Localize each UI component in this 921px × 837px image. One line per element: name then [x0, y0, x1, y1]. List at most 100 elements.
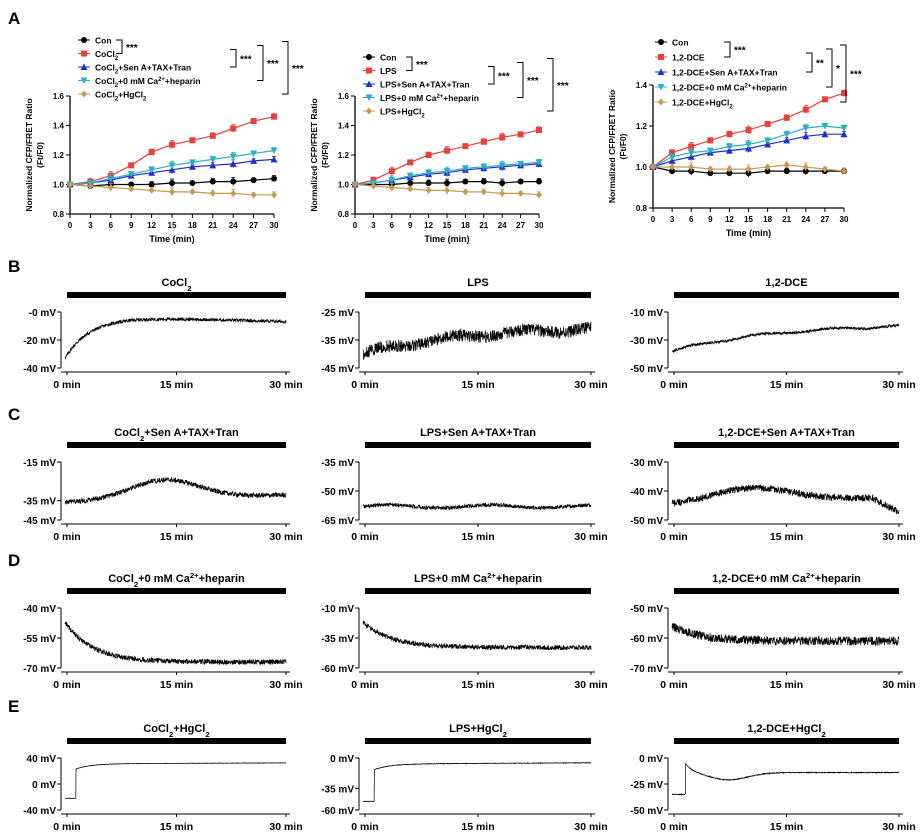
y-tick-label: 0 mV	[330, 754, 354, 765]
data-point	[209, 178, 216, 185]
x-tick-label: 0 min	[351, 679, 378, 691]
significance-bracket	[406, 56, 413, 71]
x-axis-label: Time (min)	[424, 234, 469, 244]
x-tick-label: 21	[479, 221, 488, 230]
y-tick-label: -50 mV	[630, 604, 663, 615]
data-point	[425, 169, 433, 177]
y-tick-label: 1.0	[338, 181, 350, 190]
recording-bar	[365, 588, 591, 594]
membrane-potential-trace	[64, 316, 287, 360]
recording-bar	[67, 588, 286, 594]
legend-label: CoCl2	[95, 49, 119, 62]
data-point	[406, 172, 414, 180]
data-point	[229, 153, 237, 160]
significance-label: ***	[292, 64, 304, 75]
y-tick-label: -60 mV	[321, 806, 354, 817]
data-point	[498, 162, 506, 169]
legend-label-part-3: 2+	[158, 77, 165, 83]
y-tick-label: 1.4	[636, 81, 648, 90]
data-point	[802, 106, 809, 113]
y-tick-label: -35 mV	[23, 497, 56, 508]
x-tick-label: 30	[840, 215, 849, 224]
data-point	[407, 159, 414, 166]
significance-label: ***	[498, 71, 510, 82]
legend-label: 1,2-DCE+0 mM Ca2++heparin	[672, 83, 787, 93]
x-tick-label: 9	[129, 221, 134, 230]
data-point	[726, 165, 733, 173]
trace-plot-c-1: CoCl2+Sen A+TAX+Tran -15 mV -35 mV -45 mV 0 …	[23, 427, 302, 543]
legend-label-part-2: +0 mM Ca	[118, 76, 158, 86]
data-point	[188, 163, 196, 170]
x-tick-label: 30 min	[574, 679, 607, 691]
trace-title-part-0: CoCl	[108, 573, 134, 585]
data-point	[480, 138, 487, 145]
trace-title: CoCl2+Sen A+TAX+Tran	[114, 427, 239, 443]
data-point	[250, 191, 257, 199]
data-point	[270, 155, 278, 163]
data-point	[388, 177, 396, 184]
series-3	[351, 158, 543, 188]
x-tick-label: 0	[353, 221, 358, 230]
data-point	[725, 143, 733, 150]
x-tick-label: 0 min	[660, 679, 687, 691]
x-tick-label: 21	[782, 215, 791, 224]
y-tick-label: -35 mV	[321, 634, 354, 645]
trace-title-part-1: 2	[822, 730, 826, 739]
y-axis-label-2: (Ft/F0)	[320, 142, 330, 168]
legend-label: LPS+Sen A+TAX+Tran	[380, 80, 470, 90]
y-tick-label: -50 mV	[321, 487, 354, 498]
panel-label-d: D	[8, 551, 20, 570]
data-point	[168, 166, 176, 173]
data-point	[499, 134, 506, 141]
y-tick-label: -70 mV	[23, 664, 56, 675]
series-4	[352, 181, 542, 199]
legend-marker	[80, 77, 88, 84]
data-point	[127, 171, 135, 178]
x-tick-label: 6	[109, 221, 114, 230]
data-point	[764, 168, 771, 175]
trace-title-part-1: 2	[187, 284, 191, 293]
data-point	[707, 137, 714, 144]
legend-label: 1,2-DCE	[672, 53, 705, 63]
data-point	[802, 168, 809, 175]
legend-marker	[366, 67, 372, 74]
legend-label-part-0: Con	[380, 53, 397, 63]
legend-label: CoCl2+0 mM Ca2++heparin	[95, 76, 201, 89]
data-point	[668, 157, 676, 164]
x-tick-label: 12	[424, 221, 433, 230]
legend-label-part-4: 2	[143, 97, 147, 103]
trace-title: CoCl2	[162, 277, 192, 293]
x-tick-label: 0	[651, 215, 656, 224]
trace-title-part-1: 2	[134, 580, 138, 589]
y-tick-label: -45 mV	[23, 516, 56, 527]
x-tick-label: 0 min	[660, 379, 687, 391]
x-tick-label: 30 min	[269, 379, 302, 391]
trace-title-part-0: CoCl	[162, 277, 188, 289]
data-point	[230, 189, 237, 197]
data-point	[250, 118, 257, 125]
membrane-potential-trace	[362, 620, 592, 651]
trace-title-part-0: LPS	[467, 277, 488, 289]
data-point	[480, 178, 487, 185]
y-axis-label-2: (Ft/F0)	[35, 142, 45, 168]
x-tick-label: 15 min	[160, 531, 193, 543]
legend-marker	[657, 68, 665, 75]
data-point	[250, 150, 258, 158]
legend-marker	[658, 54, 664, 60]
legend-label-part-0: LPS+Sen A+TAX+Tran	[380, 80, 470, 90]
x-tick-label: 30 min	[574, 379, 607, 391]
y-tick-label: -50 mV	[630, 806, 663, 817]
significance-bracket	[230, 49, 237, 68]
data-point	[480, 163, 488, 171]
legend-label-part-1: 2	[115, 70, 119, 76]
y-tick-label: -30 mV	[630, 458, 663, 469]
data-point	[764, 120, 771, 127]
y-tick-label: -45 mV	[321, 364, 354, 375]
x-tick-label: 27	[516, 221, 525, 230]
data-point	[250, 177, 257, 184]
data-point	[209, 132, 216, 139]
x-tick-label: 0 min	[53, 531, 80, 543]
data-point	[536, 126, 542, 133]
data-point	[841, 90, 847, 97]
